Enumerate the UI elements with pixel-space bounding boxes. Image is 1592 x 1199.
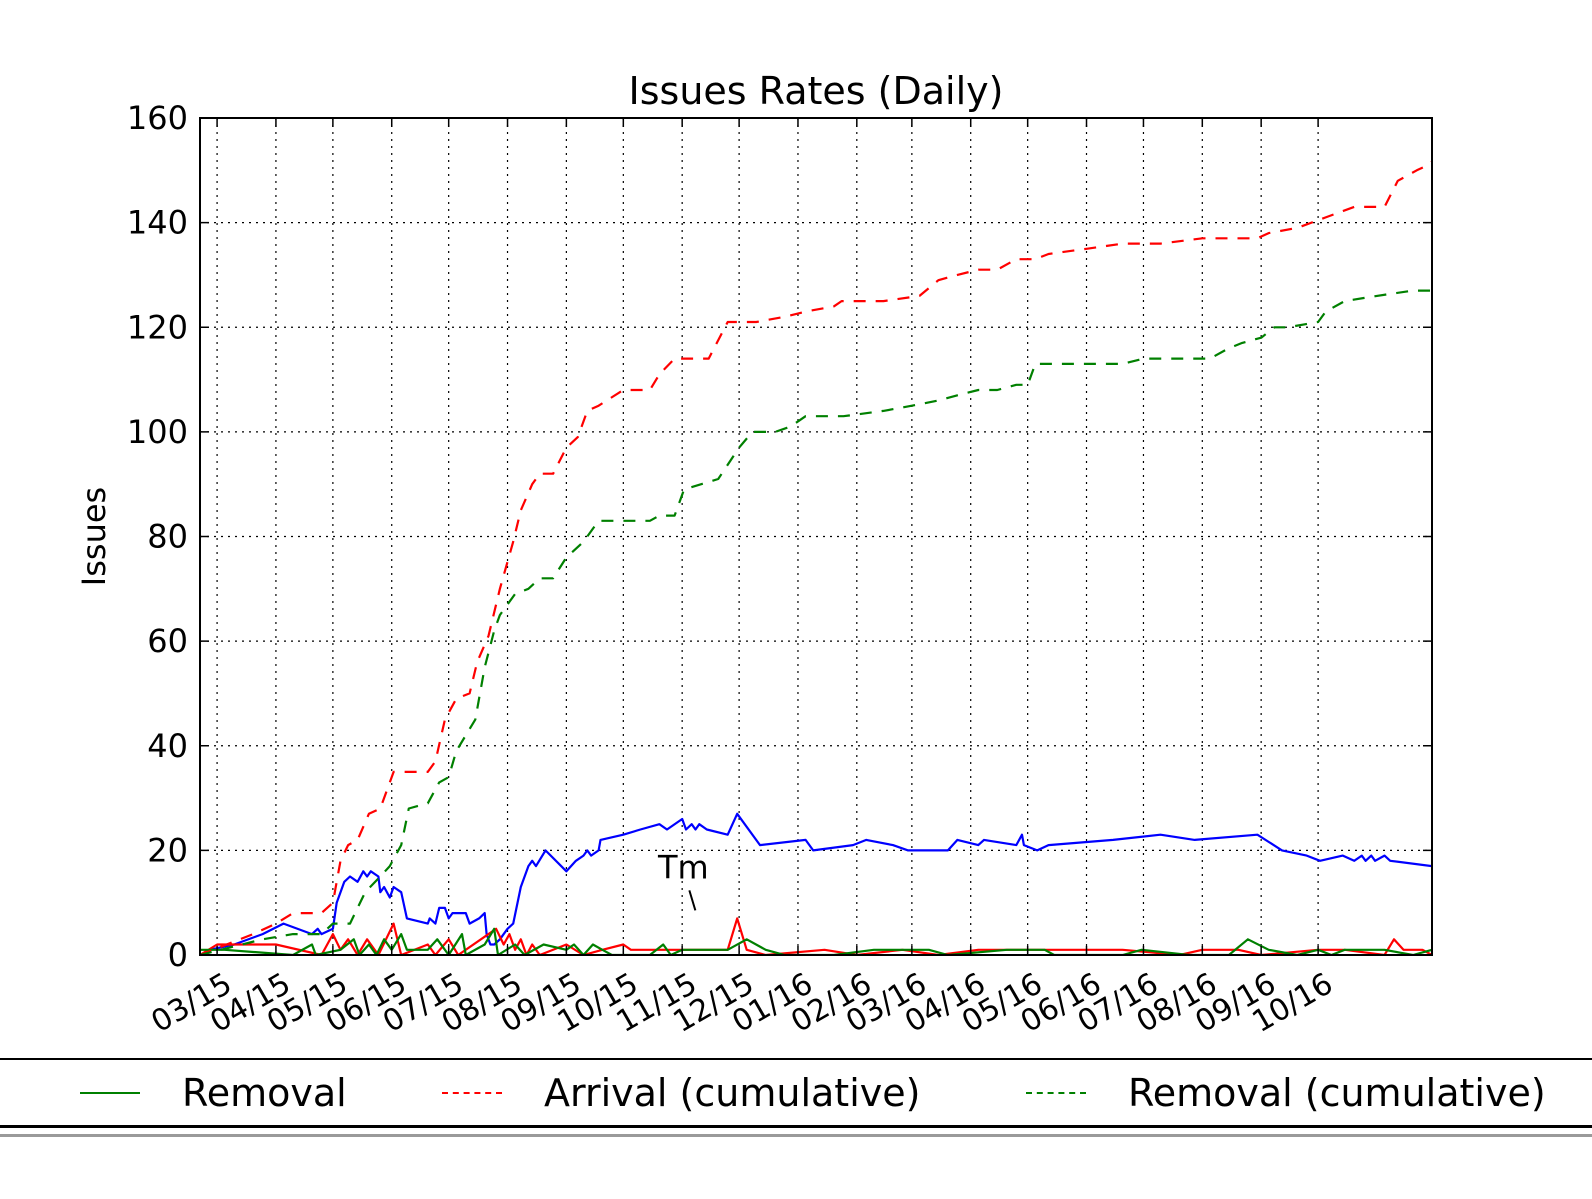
y-tick-label: 80 <box>147 518 188 556</box>
y-tick-label: 60 <box>147 622 188 660</box>
annotation-text: Tm <box>657 848 709 886</box>
series-line-removal <box>200 927 1432 955</box>
legend-swatch-removal-cumulative <box>1026 1092 1086 1094</box>
y-tick-label: 40 <box>147 727 188 765</box>
legend-label-removal: Removal <box>182 1071 347 1115</box>
legend-label-removal-cumulative: Removal (cumulative) <box>1128 1071 1546 1115</box>
series-line-unnamed-1 <box>200 917 1432 955</box>
series-line-unnamed-0 <box>200 812 1432 955</box>
legend-item-arrival-cumulative: Arrival (cumulative) <box>442 1068 920 1118</box>
annotation-pointer <box>688 890 697 911</box>
series-line-arrival-cumulative <box>200 160 1432 955</box>
y-tick-label: 160 <box>127 99 188 137</box>
y-axis-label: Issues <box>75 487 113 586</box>
y-tick-label: 100 <box>127 413 188 451</box>
legend-shadow <box>0 1134 1592 1137</box>
legend: Removal Arrival (cumulative) Removal (cu… <box>0 1058 1592 1128</box>
y-tick-label: 20 <box>147 831 188 869</box>
legend-swatch-removal <box>80 1092 140 1094</box>
legend-swatch-arrival-cumulative <box>442 1092 502 1094</box>
legend-label-arrival-cumulative: Arrival (cumulative) <box>544 1071 921 1115</box>
y-tick-label: 140 <box>127 204 188 242</box>
x-axis: 03/1504/1505/1506/1507/1508/1509/1510/15… <box>145 118 1339 1040</box>
annotation: Tm <box>657 848 709 911</box>
series-line-removal-cumulative <box>200 289 1432 955</box>
chart-title: Issues Rates (Daily) <box>629 69 1004 113</box>
grid <box>200 118 1432 955</box>
legend-item-removal-cumulative: Removal (cumulative) <box>1026 1068 1546 1118</box>
y-axis: 0 20 40 60 80 100 120 140 160 <box>127 99 1432 974</box>
series-layer <box>200 160 1432 955</box>
y-tick-label: 120 <box>127 308 188 346</box>
y-tick-label: 0 <box>168 936 188 974</box>
legend-item-removal: Removal <box>80 1068 347 1118</box>
